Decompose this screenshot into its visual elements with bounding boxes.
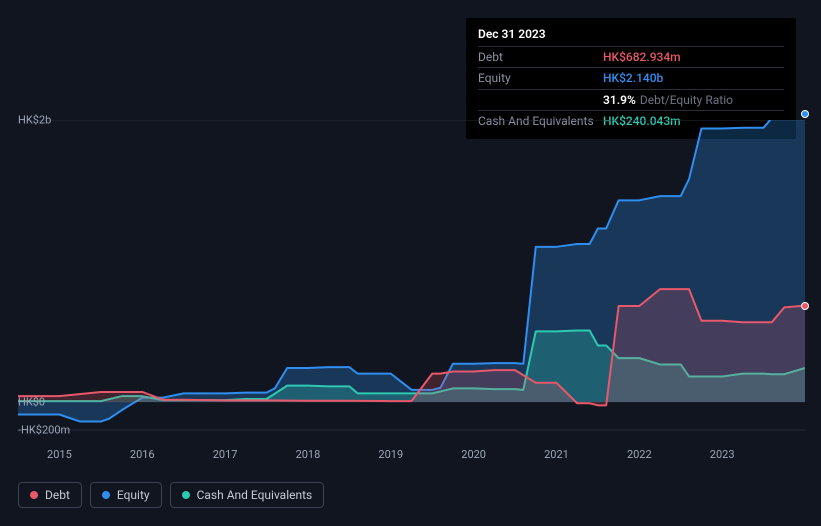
x-axis-tick: 2023 (710, 448, 735, 461)
x-axis-tick: 2017 (213, 448, 238, 461)
legend-swatch (182, 491, 190, 499)
x-axis-tick: 2018 (296, 448, 321, 461)
tooltip-row-value: HK$682.934m (603, 49, 681, 65)
chart-legend: Debt Equity Cash And Equivalents (18, 482, 324, 508)
legend-label: Cash And Equivalents (197, 488, 313, 502)
tooltip-ratio-value: 31.9% (603, 92, 636, 108)
x-axis-tick: 2015 (47, 448, 72, 461)
legend-item-cash-and-equivalents[interactable]: Cash And Equivalents (170, 482, 325, 508)
tooltip-row: 31.9%Debt/Equity Ratio (478, 89, 784, 110)
legend-label: Debt (45, 488, 70, 502)
legend-swatch (30, 491, 38, 499)
x-axis-tick: 2022 (627, 448, 652, 461)
legend-item-debt[interactable]: Debt (18, 482, 82, 508)
x-axis-tick: 2016 (130, 448, 155, 461)
x-axis-tick: 2021 (544, 448, 569, 461)
legend-item-equity[interactable]: Equity (90, 482, 162, 508)
tooltip-row-label (478, 92, 603, 108)
x-axis: 2015 2016 2017 2018 2019 2020 2021 2022 2023 (18, 448, 805, 462)
legend-label: Equity (117, 488, 150, 502)
legend-swatch (102, 491, 110, 499)
tooltip-row: EquityHK$2.140b (478, 67, 784, 88)
tooltip-ratio-text: Debt/Equity Ratio (640, 92, 733, 108)
x-axis-tick: 2020 (461, 448, 486, 461)
debt-equity-chart[interactable]: HK$2bHK$0-HK$200m (18, 120, 805, 450)
marker-debt (801, 302, 809, 310)
tooltip-row-label: Debt (478, 49, 603, 65)
tooltip-row: DebtHK$682.934m (478, 46, 784, 67)
tooltip-row-value: HK$2.140b (603, 70, 663, 86)
tooltip-date: Dec 31 2023 (478, 26, 784, 42)
tooltip-row-label: Equity (478, 70, 603, 86)
marker-equity (801, 110, 809, 118)
x-axis-tick: 2019 (378, 448, 403, 461)
